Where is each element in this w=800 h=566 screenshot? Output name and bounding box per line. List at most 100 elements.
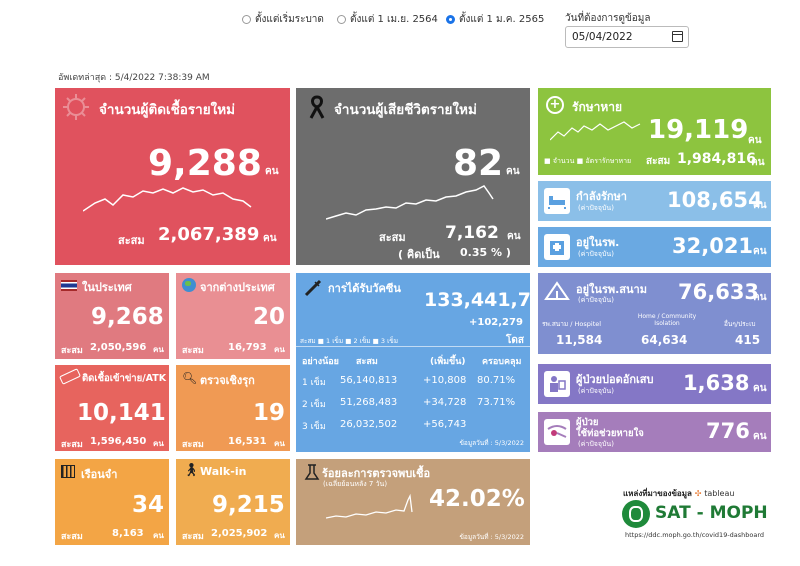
date-label: วันที่ต้องการดูข้อมูล — [565, 13, 651, 24]
ventilator-icon — [544, 419, 570, 445]
ventilator-value: 776 — [706, 419, 750, 443]
recovered-value: 19,119 — [648, 115, 749, 145]
ribbon-icon — [309, 95, 325, 119]
table-row: 3 เข็ม 26,032,502 +56,743 — [302, 419, 467, 432]
abroad-value: 20 — [253, 304, 286, 330]
walkin-title: Walk-in — [200, 465, 247, 478]
other-isolation-count: 415 — [735, 333, 761, 347]
test-kit-icon — [59, 368, 81, 385]
treating-tile: กำลังรักษา (ค่าปัจจุบัน) 108,654 คน — [538, 181, 771, 221]
walkin-value: 9,215 — [212, 492, 285, 518]
new-cases-trend-chart — [83, 187, 252, 212]
walkin-cumulative: 2,025,902 — [211, 528, 268, 539]
positive-rate-title: ร้อยละการตรวจพบเชื้อ — [322, 467, 431, 480]
patient-icon — [544, 371, 570, 397]
plus-icon: + — [546, 96, 564, 114]
recovered-legend: ■ จำนวน ■ อัตรารักษาหาย — [544, 157, 632, 165]
recovered-tile: + รักษาหาย 19,119 คน ■ จำนวน ■ อัตรารักษ… — [538, 88, 771, 175]
recovered-trend-chart — [550, 121, 641, 141]
vaccine-increase: +102,279 — [469, 317, 523, 328]
prison-value: 34 — [132, 492, 165, 518]
calendar-icon[interactable] — [672, 31, 683, 42]
prison-title: เรือนจำ — [81, 468, 118, 481]
new-deaths-tile: จำนวนผู้เสียชีวิตรายใหม่ 82 คน สะสม 7,16… — [296, 88, 530, 265]
atk-value: 10,141 — [77, 400, 166, 426]
prison-bars-icon — [61, 465, 75, 478]
field-hospital-value: 76,633 — [678, 280, 760, 304]
syringe-icon — [304, 279, 322, 297]
hospital-title: อยู่ในรพ. — [576, 236, 620, 249]
abroad-cumulative: 16,793 — [228, 342, 267, 353]
pneumonia-title: ผู้ป่วยปอดอักเสบ — [576, 373, 654, 386]
radio-icon[interactable] — [242, 15, 251, 24]
new-deaths-cumulative: 7,162 — [445, 223, 499, 243]
prison-tile: เรือนจำ 34 สะสม 8,163 คน — [55, 459, 169, 545]
positive-rate-value: 42.02% — [429, 486, 525, 512]
proactive-value: 19 — [253, 400, 286, 426]
vaccine-legend: สะสม ■ 1 เข็ม ■ 2 เข็ม ■ 3 เข็ม — [300, 337, 399, 345]
radio-icon[interactable] — [337, 15, 346, 24]
search-icon: 🔍︎ — [182, 371, 198, 385]
bed-icon — [544, 188, 570, 214]
new-cases-cumulative: 2,067,389 — [158, 224, 260, 245]
proactive-title: ตรวจเชิงรุก — [200, 374, 255, 387]
hospital-tile: อยู่ในรพ. (ค่าปัจจุบัน) 32,021 คน — [538, 227, 771, 267]
ventilator-title: ผู้ป่วย — [576, 417, 599, 428]
home-isolation-count: 64,634 — [641, 333, 688, 347]
pneumonia-tile: ผู้ป่วยปอดอักเสบ (ค่าปัจจุบัน) 1,638 คน — [538, 364, 771, 404]
pneumonia-value: 1,638 — [683, 371, 750, 395]
date-input[interactable]: 05/04/2022 — [565, 26, 689, 48]
radio-selected-icon[interactable] — [446, 15, 455, 24]
vaccine-total: 133,441,798 — [424, 289, 530, 311]
atk-cumulative: 1,596,450 — [90, 436, 147, 447]
new-deaths-trend-chart — [326, 185, 494, 220]
vaccine-title: การได้รับวัคซีน — [328, 282, 401, 295]
prison-cumulative: 8,163 — [112, 528, 144, 539]
dashboard-url[interactable]: https://ddc.moph.go.th/covid19-dashboard — [625, 531, 765, 539]
table-row: 1 เข็ม 56,140,813 +10,808 80.71% — [302, 375, 516, 388]
vaccine-tile: การได้รับวัคซีน 133,441,798 +102,279 โดส… — [296, 273, 530, 452]
source-label: แหล่งที่มาของข้อมูล ✣ tableau — [623, 489, 735, 498]
recovered-cumulative: 1,984,816 — [677, 151, 756, 167]
tent-icon — [544, 281, 570, 300]
globe-icon — [182, 278, 196, 292]
new-cases-title: จำนวนผู้ติดเชื้อรายใหม่ — [99, 102, 235, 118]
filter-since-start[interactable]: ตั้งแต่เริ่มระบาด — [242, 12, 324, 27]
filter-since-apr-2564[interactable]: ตั้งแต่ 1 เม.ย. 2564 — [337, 12, 438, 27]
new-deaths-title: จำนวนผู้เสียชีวิตรายใหม่ — [334, 102, 477, 118]
domestic-value: 9,268 — [91, 304, 164, 330]
abroad-tile: จากต่างประเทศ 20 สะสม 16,793 คน — [176, 273, 290, 359]
atk-tile: ติดเชื้อเข้าข่าย/ATK 10,141 สะสม 1,596,4… — [55, 365, 169, 451]
new-cases-tile: จำนวนผู้ติดเชื้อรายใหม่ 9,288 คน สะสม 2,… — [55, 88, 290, 265]
domestic-title: ในประเทศ — [82, 281, 132, 294]
domestic-cumulative: 2,050,596 — [90, 342, 147, 353]
thailand-flag-icon — [61, 280, 77, 291]
recovered-title: รักษาหาย — [572, 100, 623, 114]
proactive-cumulative: 16,531 — [228, 436, 267, 447]
positive-rate-trend-chart — [326, 493, 413, 519]
field-hospital-title: อยู่ในรพ.สนาม — [576, 283, 647, 296]
proactive-tile: 🔍︎ ตรวจเชิงรุก 19 สะสม 16,531 คน — [176, 365, 290, 451]
virus-icon — [63, 94, 89, 120]
field-hospital-count: 11,584 — [556, 333, 603, 347]
lab-tube-icon — [304, 464, 320, 480]
walking-icon: 🚶︎ — [183, 463, 200, 478]
tableau-icon: ✣ — [694, 489, 702, 498]
domestic-tile: ในประเทศ 9,268 สะสม 2,050,596 คน — [55, 273, 169, 359]
moph-logo — [622, 500, 650, 528]
walkin-tile: 🚶︎ Walk-in 9,215 สะสม 2,025,902 คน — [176, 459, 290, 545]
hospital-icon — [544, 234, 570, 260]
new-deaths-value: 82 — [453, 143, 504, 184]
field-hospital-tile: อยู่ในรพ.สนาม (ค่าปัจจุบัน) 76,633 คน รพ… — [538, 273, 771, 354]
death-rate: 0.35 % ) — [460, 246, 511, 259]
abroad-title: จากต่างประเทศ — [200, 281, 275, 294]
last-updated: อัพเดทล่าสุด : 5/4/2022 7:38:39 AM — [58, 73, 210, 83]
hospital-value: 32,021 — [672, 234, 754, 258]
treating-title: กำลังรักษา — [576, 190, 627, 203]
filter-since-jan-2565[interactable]: ตั้งแต่ 1 ม.ค. 2565 — [446, 12, 544, 27]
new-cases-value: 9,288 — [148, 143, 262, 184]
brand-name: SAT - MOPH — [655, 503, 768, 523]
vaccine-table: อย่างน้อย สะสม (เพิ่มขึ้น) ครอบคลุม 1 เข… — [302, 354, 527, 433]
atk-title: ติดเชื้อเข้าข่าย/ATK — [82, 373, 167, 384]
table-row: 2 เข็ม 51,268,483 +34,728 73.71% — [302, 397, 516, 410]
